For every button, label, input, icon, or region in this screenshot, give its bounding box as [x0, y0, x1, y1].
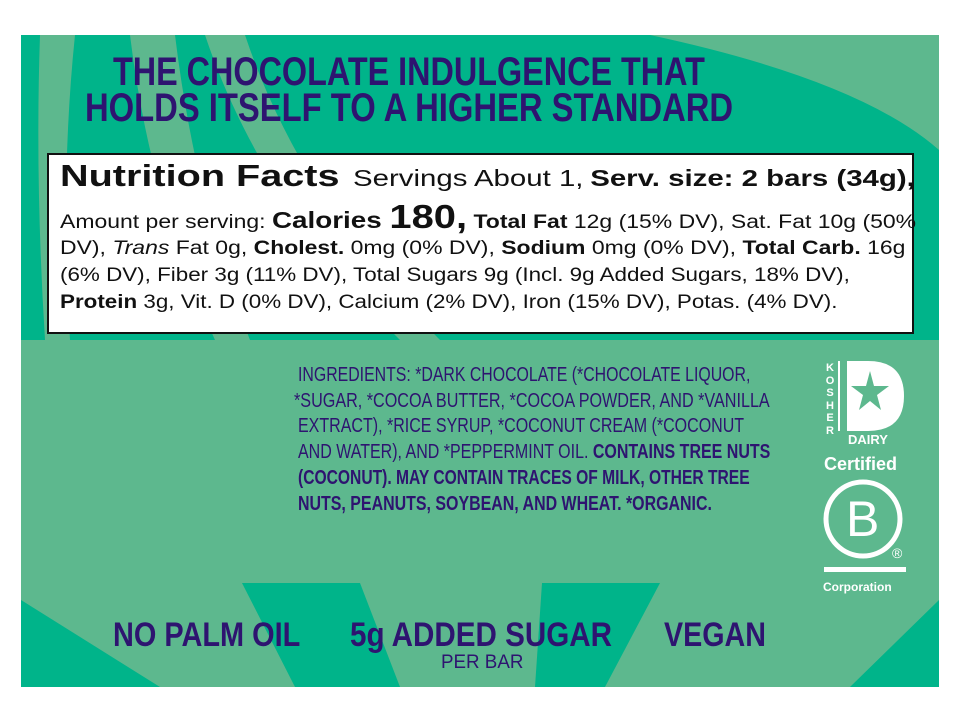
letter: H — [826, 399, 834, 412]
text: AND WATER), AND *PEPPERMINT OIL. — [298, 441, 593, 463]
letter: K — [826, 362, 834, 374]
nutrition-line-1: Amount per serving: Calories 180, Total … — [60, 200, 916, 240]
headline-line-2: HOLDS ITSELF TO A HIGHER STANDARD — [85, 86, 734, 130]
total-fat-label: Total Fat — [467, 212, 568, 233]
amount-label: Amount per serving: — [60, 212, 272, 233]
text: 16g — [860, 238, 906, 259]
servings: Servings About 1, — [353, 165, 584, 191]
text: 0mg (0% DV), — [585, 238, 743, 259]
added-sugar-claim: 5g ADDED SUGAR — [350, 616, 612, 654]
serving-size: Serv. size: 2 bars (34g), — [590, 165, 915, 191]
b-letter: B — [846, 491, 880, 547]
vegan-claim: VEGAN — [664, 616, 766, 654]
letter: R — [826, 424, 834, 437]
letter: O — [825, 374, 835, 387]
nutrition-header: Nutrition Facts Servings About 1, Serv. … — [60, 160, 915, 197]
calories-value: 180, — [389, 198, 468, 235]
corporation-label: Corporation — [823, 580, 892, 594]
text: Fat 0g, — [169, 238, 254, 259]
ingredients-line-4: AND WATER), AND *PEPPERMINT OIL. CONTAIN… — [298, 441, 770, 463]
ingredients-line-1: INGREDIENTS: *DARK CHOCOLATE (*CHOCOLATE… — [298, 364, 751, 386]
cholesterol-label: Cholest. — [253, 238, 345, 259]
nutrition-line-3: (6% DV), Fiber 3g (11% DV), Total Sugars… — [60, 265, 850, 286]
nutrition-facts-panel — [47, 153, 914, 334]
ingredients-line-6: NUTS, PEANUTS, SOYBEAN, AND WHEAT. *ORGA… — [298, 493, 712, 515]
ingredients-line-5: (COCONUT). MAY CONTAIN TRACES OF MILK, O… — [298, 467, 750, 489]
sodium-label: Sodium — [501, 238, 586, 259]
registered-mark: ® — [892, 545, 903, 561]
fat-values: 12g (15% DV), Sat. Fat 10g (50% — [567, 212, 917, 233]
carb-label: Total Carb. — [742, 238, 861, 259]
letter: E — [826, 412, 834, 424]
text: 0mg (0% DV), — [344, 238, 502, 259]
headline-line-1: THE CHOCOLATE INDULGENCE THAT — [113, 50, 705, 94]
star-icon — [838, 361, 904, 431]
text: DV), — [60, 238, 113, 259]
ingredients-line-2: *SUGAR, *COCOA BUTTER, *COCOA POWDER, AN… — [294, 390, 770, 412]
certified-label: Certified — [824, 454, 898, 474]
protein-label: Protein — [60, 292, 138, 313]
letter: S — [826, 387, 834, 399]
per-bar-label: PER BAR — [441, 652, 524, 673]
nutrition-title: Nutrition Facts — [60, 158, 340, 193]
nutrition-line-2: DV), Trans Fat 0g, Cholest. 0mg (0% DV),… — [60, 238, 905, 260]
no-palm-oil-claim: NO PALM OIL — [113, 616, 301, 654]
allergen-text: CONTAINS TREE NUTS — [592, 441, 771, 463]
nutrition-line-4: Protein 3g, Vit. D (0% DV), Calcium (2% … — [60, 292, 837, 314]
ingredients-line-3: EXTRACT), *RICE SYRUP, *COCONUT CREAM (*… — [298, 415, 745, 437]
text: 3g, Vit. D (0% DV), Calcium (2% DV), Iro… — [137, 292, 838, 313]
b-corp-mark — [823, 479, 906, 572]
calories-label: Calories — [271, 207, 390, 233]
trans-label: Trans — [112, 238, 170, 259]
dairy-label: DAIRY — [848, 432, 888, 447]
